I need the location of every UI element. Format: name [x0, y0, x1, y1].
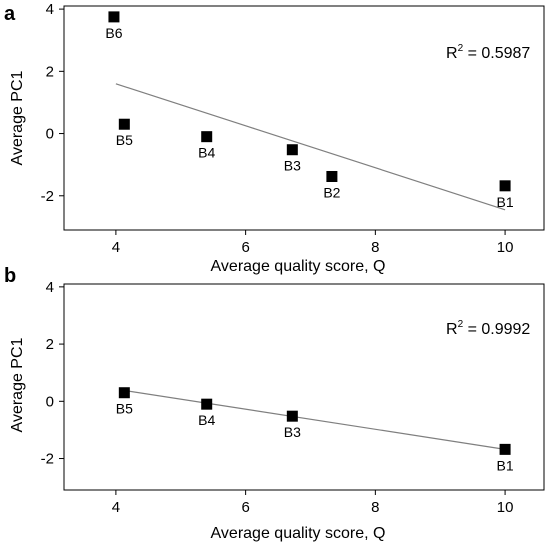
point-b4-b: [201, 398, 213, 410]
point-b3-a: [286, 144, 298, 156]
x-tick-label-a-3: 10: [497, 239, 514, 256]
y-axis-title-b: Average PC1: [9, 337, 26, 432]
trendline-segment-b: [124, 389, 506, 450]
panel-a: a 4 6 8 10 -2 0 2 4 B6 B5 B4 B3 B2 B1 Average PC1 Av…: [4, 1, 545, 275]
trendline-b: [124, 389, 506, 450]
plot-frame-b: [63, 283, 545, 491]
panel-label-a: a: [4, 3, 16, 25]
point-label-b2-a: B2: [323, 184, 340, 200]
points-b: B5 B4 B3 B1: [116, 387, 514, 473]
point-label-b3-b: B3: [284, 424, 301, 440]
x-tick-label-a-0: 4: [112, 239, 120, 256]
r2-sup-b: 2: [458, 319, 464, 330]
r2-annotation-a: R2 = 0.5987: [446, 43, 530, 62]
ticks-a: 4 6 8 10 -2 0 2 4: [41, 1, 514, 256]
y-axis-title-a: Average PC1: [9, 70, 26, 165]
trendline-segment-a: [115, 83, 506, 211]
point-b2-a: [326, 170, 338, 182]
ticks-b: 4 6 8 10 -2 0 2 4: [41, 279, 514, 516]
x-tick-label-b-1: 6: [241, 499, 249, 516]
y-tick-label-b-3: 4: [46, 279, 54, 296]
y-tick-label-a-2: 2: [46, 63, 54, 80]
plot-frame-a: [63, 5, 545, 231]
point-label-b5-b: B5: [116, 401, 133, 417]
x-tick-label-b-3: 10: [497, 499, 514, 516]
r2-sup-a: 2: [458, 43, 464, 54]
panel-b: b 4 6 8 10 -2 0 2 4 B5 B4 B3 B1 Average PC1 Averag…: [4, 265, 545, 542]
y-tick-label-a-3: 4: [46, 1, 54, 18]
y-tick-label-a-1: 0: [46, 126, 54, 143]
x-axis-title-b: Average quality score, Q: [211, 525, 386, 542]
x-tick-label-a-2: 8: [371, 239, 379, 256]
point-b3-b: [286, 410, 298, 422]
y-tick-label-b-0: -2: [41, 451, 54, 468]
point-label-b1-b: B1: [497, 457, 514, 473]
point-label-b6-a: B6: [105, 25, 122, 41]
r2-value-a: = 0.5987: [463, 45, 530, 62]
x-tick-label-a-1: 6: [241, 239, 249, 256]
trendline-a: [115, 83, 506, 211]
panel-label-b: b: [4, 265, 16, 287]
y-tick-label-b-2: 2: [46, 336, 54, 353]
points-a: B6 B5 B4 B3 B2 B1: [105, 11, 514, 210]
point-label-b4-a: B4: [198, 145, 215, 161]
y-tick-label-a-0: -2: [41, 188, 54, 205]
r2-base-a: R: [446, 45, 458, 62]
point-b5-a: [118, 118, 130, 130]
point-b6-a: [108, 11, 120, 23]
x-tick-label-b-2: 8: [371, 499, 379, 516]
x-tick-label-b-0: 4: [112, 499, 120, 516]
point-label-b1-a: B1: [497, 194, 514, 210]
point-label-b4-b: B4: [198, 412, 215, 428]
point-b1-b: [499, 443, 511, 455]
r2-annotation-b: R2 = 0.9992: [446, 319, 530, 338]
point-b5-b: [118, 387, 130, 399]
point-b1-a: [499, 180, 511, 192]
r2-base-b: R: [446, 321, 458, 338]
point-label-b3-a: B3: [284, 158, 301, 174]
x-axis-title-a: Average quality score, Q: [211, 258, 386, 275]
y-tick-label-b-1: 0: [46, 393, 54, 410]
r2-value-b: = 0.9992: [463, 321, 530, 338]
point-b4-a: [201, 131, 213, 143]
point-label-b5-a: B5: [116, 132, 133, 148]
